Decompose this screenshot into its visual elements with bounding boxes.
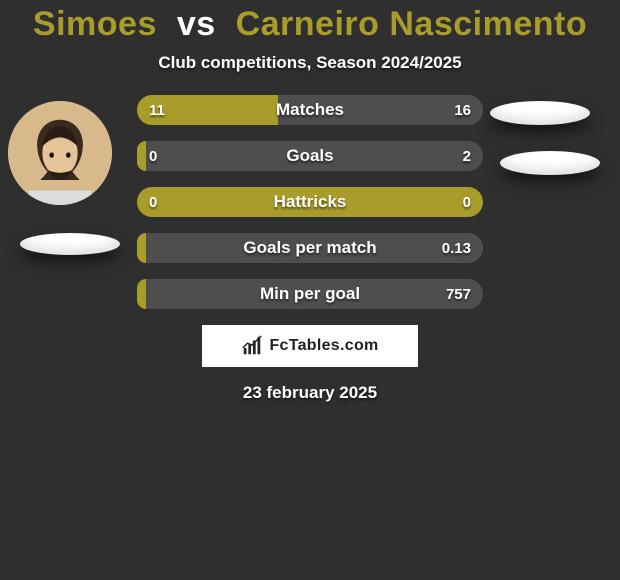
page-title: Simoes vs Carneiro Nascimento bbox=[0, 0, 620, 43]
title-vs: vs bbox=[177, 5, 216, 43]
brand-text: FcTables.com bbox=[269, 337, 378, 355]
stat-bar-left-fill bbox=[137, 233, 146, 263]
stat-row: Hattricks00 bbox=[137, 187, 483, 217]
stat-bar-left-fill bbox=[137, 279, 146, 309]
brand-chart-icon bbox=[241, 335, 263, 357]
stat-bar-right-fill bbox=[146, 233, 483, 263]
stat-row: Matches1116 bbox=[137, 95, 483, 125]
title-left: Simoes bbox=[33, 5, 157, 43]
player-left-shadow bbox=[20, 233, 120, 255]
player-right-shadow-2 bbox=[500, 151, 600, 175]
player-left-avatar bbox=[8, 101, 112, 205]
avatar-placeholder-icon bbox=[8, 101, 112, 205]
stat-bars: Matches1116 Goals02 Hattricks00 Goals per m… bbox=[137, 95, 483, 309]
stat-row: Goals02 bbox=[137, 141, 483, 171]
subtitle: Club competitions, Season 2024/2025 bbox=[0, 53, 620, 73]
stat-bar-right-fill bbox=[278, 95, 483, 125]
stat-row: Min per goal757 bbox=[137, 279, 483, 309]
stat-bar-left-fill bbox=[137, 187, 483, 217]
stat-row: Goals per match0.13 bbox=[137, 233, 483, 263]
stat-bar-left-fill bbox=[137, 141, 146, 171]
title-right: Carneiro Nascimento bbox=[236, 5, 588, 43]
comparison-stage: Matches1116 Goals02 Hattricks00 Goals per m… bbox=[0, 95, 620, 403]
stat-bar-right-fill bbox=[146, 141, 483, 171]
player-right-shadow-1 bbox=[490, 101, 590, 125]
brand-badge: FcTables.com bbox=[202, 325, 418, 367]
stat-bar-left-fill bbox=[137, 95, 278, 125]
stat-bar-right-fill bbox=[146, 279, 483, 309]
snapshot-date: 23 february 2025 bbox=[0, 383, 620, 403]
